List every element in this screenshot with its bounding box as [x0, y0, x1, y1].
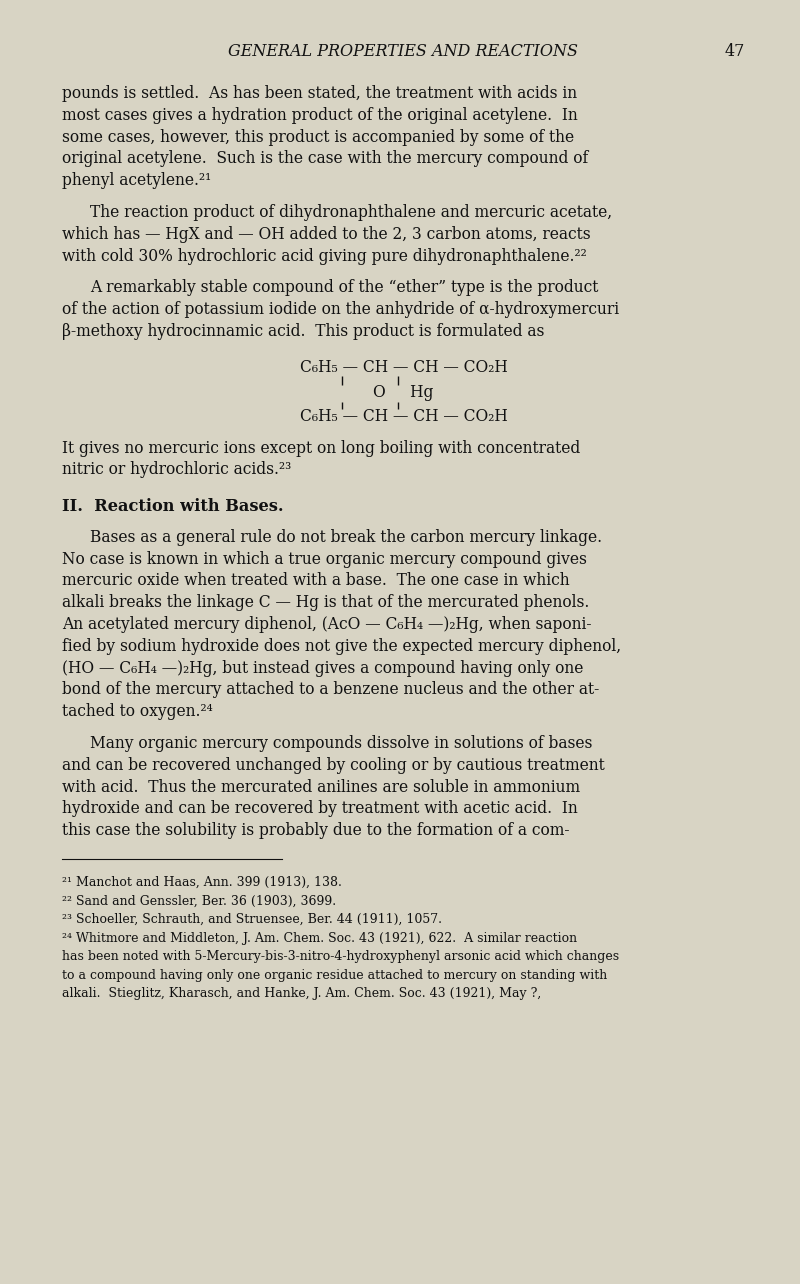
Text: ²³ Schoeller, Schrauth, and Struensee, Ber. 44 (1911), 1057.: ²³ Schoeller, Schrauth, and Struensee, B… — [62, 913, 442, 926]
Text: this case the solubility is probably due to the formation of a com-: this case the solubility is probably due… — [62, 822, 570, 840]
Text: to a compound having only one organic residue attached to mercury on standing wi: to a compound having only one organic re… — [62, 968, 607, 982]
Text: GENERAL PROPERTIES AND REACTIONS: GENERAL PROPERTIES AND REACTIONS — [229, 42, 578, 60]
Text: alkali breaks the linkage C — Hg is that of the mercurated phenols.: alkali breaks the linkage C — Hg is that… — [62, 594, 590, 611]
Text: tached to oxygen.²⁴: tached to oxygen.²⁴ — [62, 704, 213, 720]
Text: II.  Reaction with Bases.: II. Reaction with Bases. — [62, 498, 284, 515]
Text: phenyl acetylene.²¹: phenyl acetylene.²¹ — [62, 172, 211, 189]
Text: alkali.  Stieglitz, Kharasch, and Hanke, J. Am. Chem. Soc. 43 (1921), May ?,: alkali. Stieglitz, Kharasch, and Hanke, … — [62, 987, 542, 1000]
Text: No case is known in which a true organic mercury compound gives: No case is known in which a true organic… — [62, 551, 587, 568]
Text: fied by sodium hydroxide does not give the expected mercury diphenol,: fied by sodium hydroxide does not give t… — [62, 638, 621, 655]
Text: most cases gives a hydration product of the original acetylene.  In: most cases gives a hydration product of … — [62, 107, 578, 123]
Text: mercuric oxide when treated with a base.  The one case in which: mercuric oxide when treated with a base.… — [62, 573, 570, 589]
Text: has been noted with 5-Mercury-bis-3-nitro-4-hydroxyphenyl arsonic acid which cha: has been noted with 5-Mercury-bis-3-nitr… — [62, 950, 619, 963]
Text: ²⁴ Whitmore and Middleton, J. Am. Chem. Soc. 43 (1921), 622.  A similar reaction: ²⁴ Whitmore and Middleton, J. Am. Chem. … — [62, 932, 577, 945]
Text: ²¹ Manchot and Haas, Ann. 399 (1913), 138.: ²¹ Manchot and Haas, Ann. 399 (1913), 13… — [62, 876, 342, 889]
Text: A remarkably stable compound of the “ether” type is the product: A remarkably stable compound of the “eth… — [90, 280, 598, 297]
Text: 47: 47 — [725, 42, 745, 60]
Text: nitric or hydrochloric acids.²³: nitric or hydrochloric acids.²³ — [62, 461, 291, 479]
Text: Bases as a general rule do not break the carbon mercury linkage.: Bases as a general rule do not break the… — [90, 529, 602, 546]
Text: pounds is settled.  As has been stated, the treatment with acids in: pounds is settled. As has been stated, t… — [62, 85, 577, 101]
Text: The reaction product of dihydronaphthalene and mercuric acetate,: The reaction product of dihydronaphthale… — [90, 204, 612, 221]
Text: Many organic mercury compounds dissolve in solutions of bases: Many organic mercury compounds dissolve … — [90, 734, 592, 752]
Text: C₆H₅ — CH — CH — CO₂H: C₆H₅ — CH — CH — CO₂H — [300, 358, 507, 376]
Text: original acetylene.  Such is the case with the mercury compound of: original acetylene. Such is the case wit… — [62, 150, 588, 167]
Text: and can be recovered unchanged by cooling or by cautious treatment: and can be recovered unchanged by coolin… — [62, 756, 605, 774]
Text: with acid.  Thus the mercurated anilines are soluble in ammonium: with acid. Thus the mercurated anilines … — [62, 778, 580, 796]
Text: It gives no mercuric ions except on long boiling with concentrated: It gives no mercuric ions except on long… — [62, 439, 580, 457]
Text: ²² Sand and Genssler, Ber. 36 (1903), 3699.: ²² Sand and Genssler, Ber. 36 (1903), 36… — [62, 895, 336, 908]
Text: C₆H₅ — CH — CH — CO₂H: C₆H₅ — CH — CH — CO₂H — [300, 408, 507, 425]
Text: some cases, however, this product is accompanied by some of the: some cases, however, this product is acc… — [62, 128, 574, 145]
Text: An acetylated mercury diphenol, (AcO — C₆H₄ —)₂Hg, when saponi-: An acetylated mercury diphenol, (AcO — C… — [62, 616, 591, 633]
Text: which has — HgX and — OH added to the 2, 3 carbon atoms, reacts: which has — HgX and — OH added to the 2,… — [62, 226, 590, 243]
Text: with cold 30% hydrochloric acid giving pure dihydronaphthalene.²²: with cold 30% hydrochloric acid giving p… — [62, 248, 586, 265]
Text: (HO — C₆H₄ —)₂Hg, but instead gives a compound having only one: (HO — C₆H₄ —)₂Hg, but instead gives a co… — [62, 660, 583, 677]
Text: O     Hg: O Hg — [374, 384, 434, 401]
Text: bond of the mercury attached to a benzene nucleus and the other at-: bond of the mercury attached to a benzen… — [62, 682, 599, 698]
Text: of the action of potassium iodide on the anhydride of α-hydroxymercuri: of the action of potassium iodide on the… — [62, 302, 619, 318]
Text: β-methoxy hydrocinnamic acid.  This product is formulated as: β-methoxy hydrocinnamic acid. This produ… — [62, 324, 544, 340]
Text: hydroxide and can be recovered by treatment with acetic acid.  In: hydroxide and can be recovered by treatm… — [62, 800, 578, 818]
